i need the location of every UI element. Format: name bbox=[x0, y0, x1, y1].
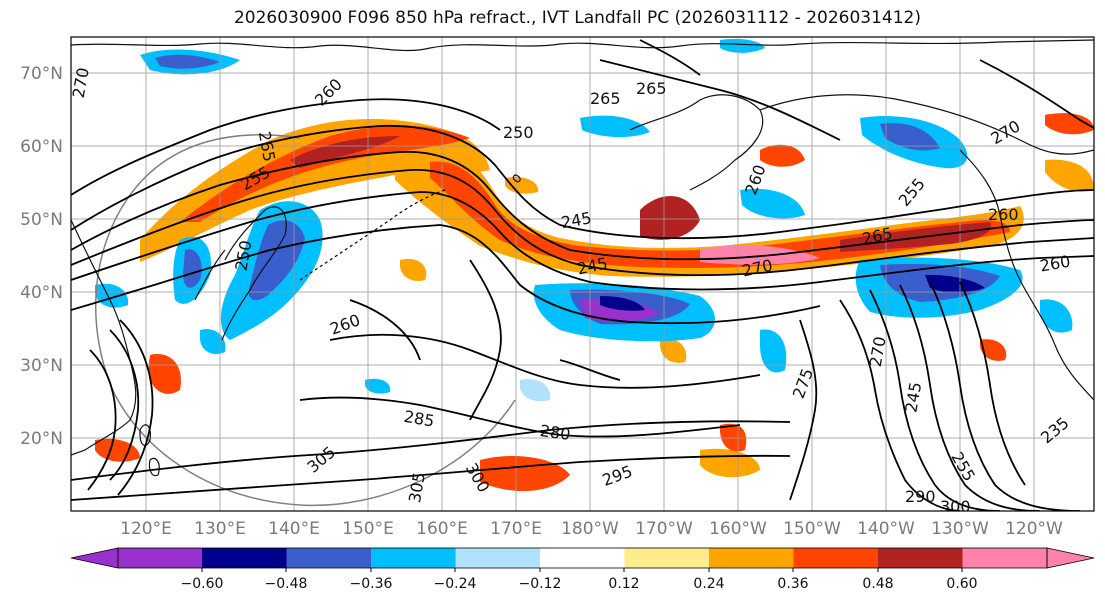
colorbar-tick-label: −0.12 bbox=[519, 576, 562, 592]
colorbar-segment bbox=[371, 548, 456, 568]
coastlines bbox=[71, 39, 1094, 477]
lon-label: 130°E bbox=[194, 519, 246, 539]
contour-label: 265 bbox=[590, 89, 621, 108]
height-contours bbox=[71, 39, 1094, 511]
lon-label: 140°W bbox=[857, 519, 915, 539]
colorbar-segment bbox=[202, 548, 287, 568]
lon-label: 170°E bbox=[490, 519, 542, 539]
map-frame bbox=[70, 36, 1095, 512]
colorbar-tick-label: 0.36 bbox=[777, 576, 808, 592]
lat-label: 30°N bbox=[20, 356, 63, 376]
colorbar-extend-high bbox=[1046, 547, 1095, 569]
lon-label: 160°W bbox=[709, 519, 767, 539]
map-title: 2026030900 F096 850 hPa refract., IVT La… bbox=[233, 8, 921, 28]
contour-label: 260 bbox=[988, 205, 1019, 224]
contour-label: 270 bbox=[69, 66, 93, 99]
colorbar-segment bbox=[878, 548, 963, 568]
colorbar-segment bbox=[709, 548, 794, 568]
lat-label: 50°N bbox=[20, 210, 63, 230]
latitude-labels: 70°N 60°N 50°N 40°N 30°N 20°N bbox=[20, 64, 63, 449]
lat-label: 70°N bbox=[20, 64, 63, 84]
contour-label: 280 bbox=[539, 421, 572, 444]
contour-label: 300 bbox=[940, 497, 971, 516]
lat-label: 60°N bbox=[20, 137, 63, 157]
lon-label: 180°W bbox=[561, 519, 619, 539]
colorbar-tick-label: 0.24 bbox=[693, 576, 724, 592]
colorbar-tick-label: −0.24 bbox=[434, 576, 477, 592]
colorbar-segment bbox=[540, 548, 625, 568]
lon-label: 120°W bbox=[1005, 519, 1063, 539]
colorbar-extend-low bbox=[70, 547, 119, 569]
colorbar-segment bbox=[286, 548, 371, 568]
range-circle bbox=[95, 134, 516, 507]
map-plot-area: 270 260 265 265 250 255 265 260 255 245 … bbox=[69, 37, 1094, 516]
colorbar-segment bbox=[793, 548, 878, 568]
colorbar-segment bbox=[962, 548, 1047, 568]
lon-label: 170°W bbox=[635, 519, 693, 539]
colorbar-segments bbox=[70, 547, 1095, 569]
longitude-labels: 120°E 130°E 140°E 150°E 160°E 170°E 180°… bbox=[120, 519, 1063, 539]
colorbar-tick-label: 0.12 bbox=[608, 576, 639, 592]
contour-label: 265 bbox=[636, 79, 667, 98]
colorbar-tick-label: 0.60 bbox=[946, 576, 977, 592]
lon-label: 120°E bbox=[120, 519, 172, 539]
colorbar-outline bbox=[117, 547, 1048, 569]
colorbar-tick-label: −0.48 bbox=[265, 576, 308, 592]
lat-label: 40°N bbox=[20, 283, 63, 303]
lat-label: 20°N bbox=[20, 429, 63, 449]
colorbar-segment bbox=[118, 548, 202, 568]
contour-label: 290 bbox=[905, 487, 936, 506]
colorbar-ticks bbox=[201, 568, 963, 572]
lon-label: 150°E bbox=[342, 519, 394, 539]
colorbar-tick-labels: −0.60 −0.48 −0.36 −0.24 −0.12 0.12 0.24 … bbox=[181, 576, 978, 592]
colorbar-tick-label: −0.36 bbox=[350, 576, 393, 592]
lon-label: 160°E bbox=[416, 519, 468, 539]
dashed-contour bbox=[299, 189, 446, 281]
negative-anomaly-shading bbox=[95, 38, 1073, 402]
lon-label: 140°E bbox=[268, 519, 320, 539]
colorbar-segment bbox=[624, 548, 709, 568]
colorbar: −0.60 −0.48 −0.36 −0.24 −0.12 0.12 0.24 … bbox=[70, 547, 1095, 592]
colorbar-tick-label: −0.60 bbox=[181, 576, 224, 592]
lon-label: 130°W bbox=[931, 519, 989, 539]
colorbar-tick-label: 0.48 bbox=[862, 576, 893, 592]
contour-label: 250 bbox=[503, 123, 534, 142]
graticule bbox=[71, 37, 1094, 511]
colorbar-segment bbox=[455, 548, 540, 568]
lon-label: 150°W bbox=[783, 519, 841, 539]
